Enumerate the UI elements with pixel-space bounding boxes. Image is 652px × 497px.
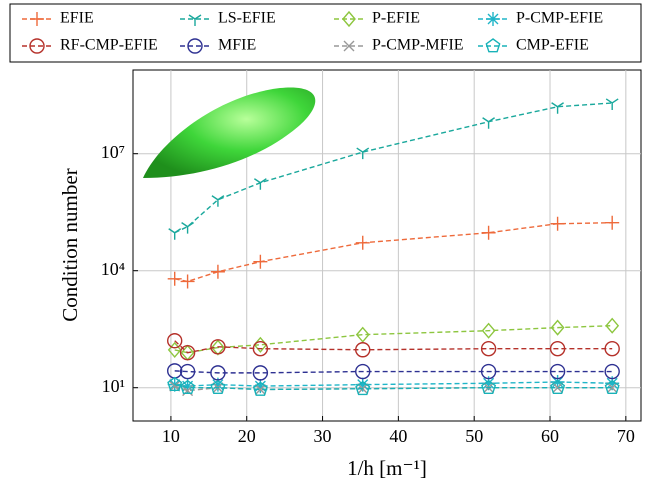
marker [606,382,618,394]
marker [551,102,564,114]
marker [355,326,370,343]
marker [168,228,182,240]
marker [167,377,182,392]
y-axis-label: Condition number [58,168,82,321]
marker [169,380,181,392]
marker [167,333,183,349]
legend-label: RF-CMP-EFIE [60,37,158,54]
marker [550,319,565,336]
marker [342,10,356,28]
marker [605,98,619,110]
marker [167,271,182,286]
marker [481,322,496,339]
y-tick-label: 10⁷ [101,142,125,162]
x-tick-label: 60 [541,426,559,446]
marker [355,235,370,250]
legend-label: P-EFIE [372,10,420,27]
marker [355,342,371,358]
marker [187,38,203,54]
x-axis-label: 1/h [m⁻¹] [347,456,427,480]
series-line [174,383,613,391]
legend-label: MFIE [218,37,256,54]
marker [180,379,196,395]
marker [550,375,565,389]
marker [605,215,620,230]
marker [254,383,266,395]
marker [485,38,501,53]
x-tick-label: 50 [465,426,483,446]
marker [253,379,268,394]
legend-label: P-CMP-MFIE [372,37,464,54]
marker [552,382,564,394]
marker [481,379,497,395]
marker [355,363,371,380]
marker [605,376,620,391]
marker [188,14,202,26]
marker [210,377,225,392]
marker [29,38,45,54]
marker [210,379,226,395]
marker [481,225,496,240]
marker [356,147,370,160]
marker [211,195,225,207]
marker [252,365,269,381]
x-tick-label: 10 [162,426,180,446]
marker [210,339,226,355]
marker [210,264,225,279]
marker [481,376,496,391]
legend-box [9,3,642,63]
marker [343,40,355,52]
marker [167,376,183,391]
legend-label: EFIE [60,10,94,27]
series-line [174,340,613,354]
marker [252,340,269,357]
marker [181,222,194,234]
marker [480,363,497,380]
ellipsoid-illustration [143,87,316,178]
marker [180,274,195,289]
series-line [174,370,613,374]
plot-frame [132,69,642,422]
x-tick-label: 30 [314,426,332,446]
marker [604,363,620,380]
marker [480,340,497,357]
marker [210,339,225,356]
marker [482,117,495,129]
series-line [174,381,613,387]
series-line [174,102,613,234]
x-tick-label: 70 [617,426,635,446]
marker [549,363,566,380]
marker [179,344,196,361]
marker [550,379,566,395]
legend-label: LS-EFIE [218,10,276,27]
marker [30,12,44,26]
legend-label: P-CMP-EFIE [516,10,603,27]
marker [550,216,565,231]
marker [180,379,195,394]
marker [253,254,268,269]
legend-label: CMP-EFIE [516,37,589,54]
marker [355,377,370,392]
marker [253,178,267,190]
x-tick-label: 40 [389,426,407,446]
marker [549,340,566,357]
marker [605,317,620,334]
marker [167,341,182,359]
marker [604,379,620,395]
series-line [174,222,613,283]
marker [604,340,620,357]
y-tick-label: 10¹ [102,376,125,396]
marker [179,363,196,380]
y-tick-label: 10⁴ [101,259,125,279]
marker [355,380,371,396]
x-tick-label: 20 [238,426,256,446]
marker [252,381,268,396]
marker [486,12,500,26]
